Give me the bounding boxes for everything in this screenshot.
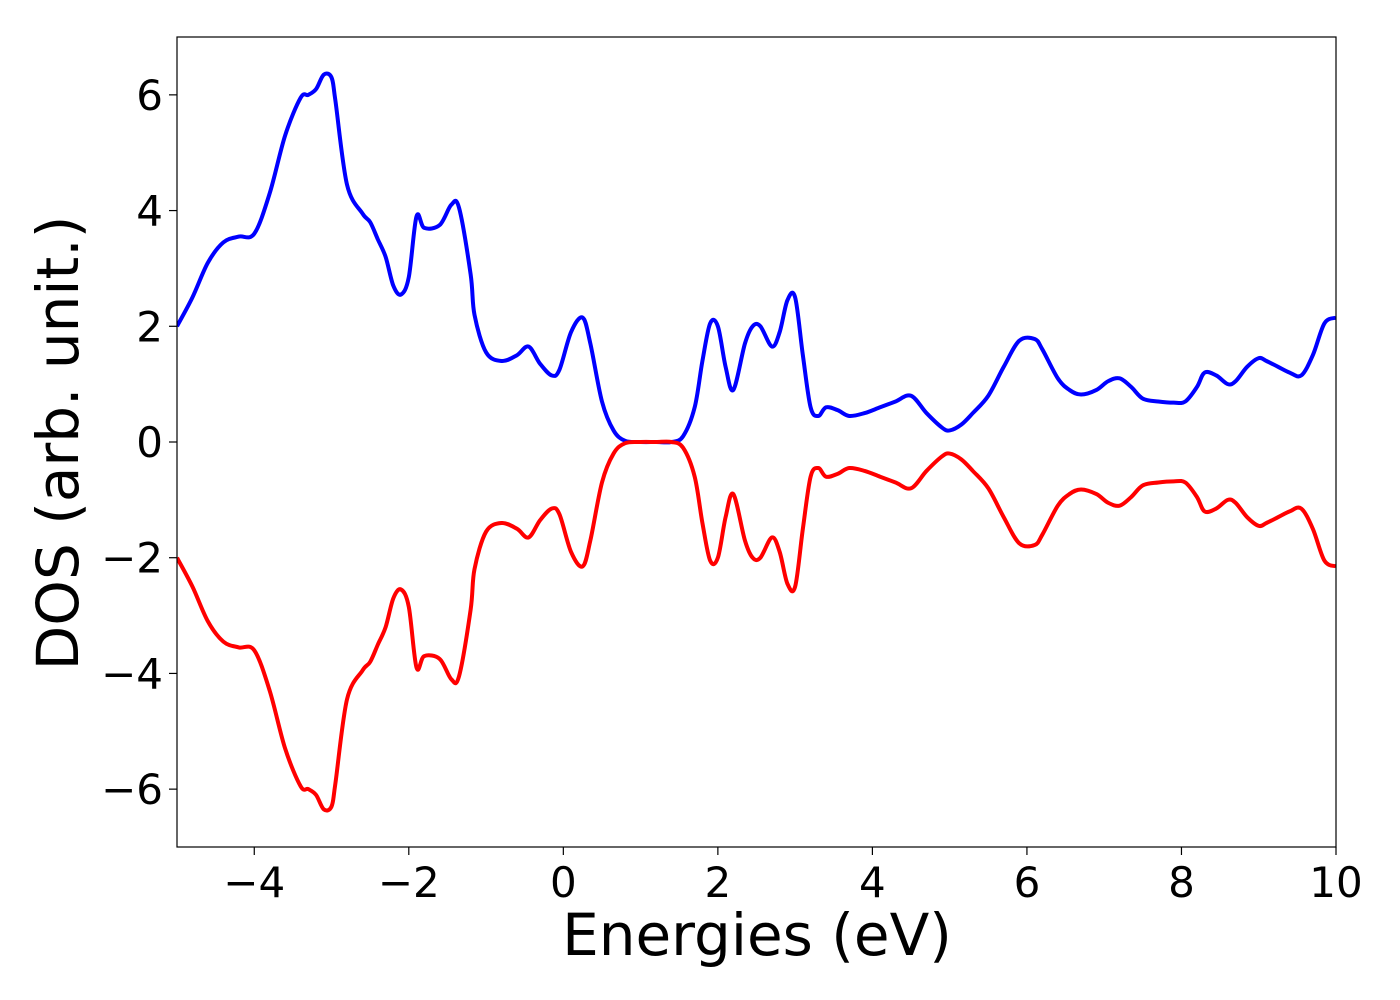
y-tick-label: 0 bbox=[136, 418, 163, 467]
y-tick-label: 2 bbox=[136, 302, 163, 351]
x-tick-label: 10 bbox=[1309, 858, 1362, 907]
series-line-spin-up bbox=[177, 71, 1336, 445]
x-axis: −4 −2 0 2 4 6 8 10 bbox=[223, 847, 1363, 907]
y-axis: −6 −4 −2 0 2 4 6 bbox=[101, 71, 177, 814]
x-tick-label: 2 bbox=[704, 858, 731, 907]
y-tick-label: −6 bbox=[101, 765, 163, 814]
x-tick-label: 6 bbox=[1014, 858, 1041, 907]
y-tick-label: 6 bbox=[136, 71, 163, 120]
y-tick-label: −2 bbox=[101, 534, 163, 583]
y-tick-label: −4 bbox=[101, 649, 163, 698]
y-tick-label: 4 bbox=[136, 187, 163, 236]
x-axis-title: Energies (eV) bbox=[562, 901, 952, 969]
x-tick-label: 8 bbox=[1168, 858, 1195, 907]
y-axis-title: DOS (arb. unit.) bbox=[24, 216, 92, 671]
x-tick-label: −2 bbox=[378, 858, 440, 907]
series-line-spin-down bbox=[177, 439, 1336, 813]
x-tick-label: 4 bbox=[859, 858, 886, 907]
x-tick-label: −4 bbox=[223, 858, 285, 907]
x-tick-label: 0 bbox=[550, 858, 577, 907]
